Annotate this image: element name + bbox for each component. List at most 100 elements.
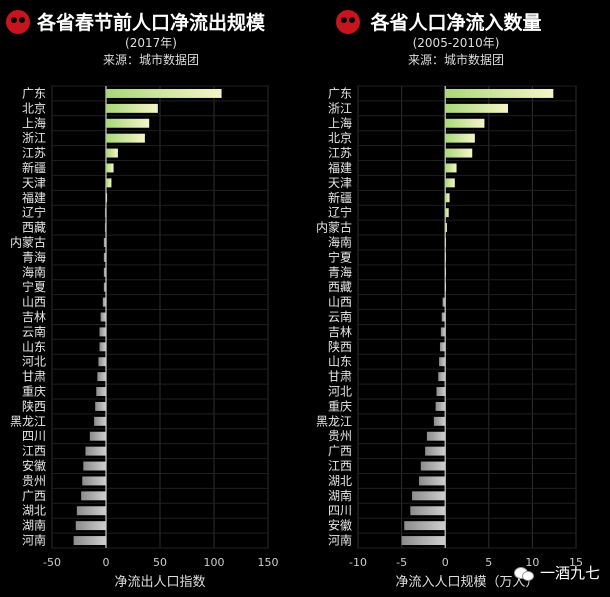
chart1-bar [104, 223, 106, 233]
chart1-bar [73, 536, 106, 546]
chart1-bar [81, 491, 106, 501]
chart2-category-label: 浙江 [328, 101, 352, 115]
chart1-category-label: 上海 [22, 115, 46, 130]
chart2-bar [445, 163, 457, 173]
chart2-bar [445, 282, 446, 292]
chart2-category-label: 河南 [328, 533, 352, 548]
chart2-x-tick-label: 5 [485, 556, 492, 569]
chart2-category-label: 福建 [328, 160, 352, 175]
chart2-bar [445, 118, 485, 128]
chart1-bar [104, 208, 106, 218]
chart1-category-label: 重庆 [22, 385, 46, 399]
chart1-x-axis-label: 净流出人口指数 [114, 575, 205, 590]
chart2-bar [439, 342, 446, 352]
chart2-bar [445, 252, 446, 262]
chart2-category-label: 陕西 [328, 339, 352, 354]
chart2-logo-eye-right [349, 17, 355, 23]
chart2-category-label: 天津 [328, 176, 352, 190]
chart1-bar [83, 461, 106, 471]
chart1-bar [106, 193, 108, 203]
chart1-category-label: 四川 [22, 429, 46, 443]
chart1-bar [106, 178, 112, 188]
chart1-category-label: 新疆 [22, 160, 46, 175]
chart1-logo-eye-left [11, 17, 17, 23]
chart1-category-label: 辽宁 [22, 205, 46, 220]
chart1-source: 来源：城市数据团 [103, 52, 199, 67]
chart1-category-label: 河南 [22, 533, 46, 548]
chart2-bar [441, 312, 446, 322]
watermark: 一酒九七 [513, 562, 600, 583]
chart2-bar [442, 297, 446, 307]
chart2-x-tick-label: 0 [442, 556, 449, 569]
chart2-bar [404, 521, 446, 531]
chart1-bar [106, 163, 114, 173]
chart1-category-label: 吉林 [22, 310, 46, 324]
chart2-category-label: 重庆 [328, 399, 352, 413]
chart2-bar [440, 327, 446, 337]
chart1-category-label: 江苏 [22, 146, 46, 160]
chart1-category-label: 安徽 [22, 458, 46, 473]
chart1-category-label: 内蒙古 [10, 234, 46, 249]
chart2-subtitle: (2005-2010年) [413, 36, 500, 50]
chart2-logo-icon [336, 10, 360, 34]
chart1-bar [99, 342, 106, 352]
chart1-bar [85, 446, 106, 456]
chart2-category-label: 四川 [328, 504, 352, 518]
chart2-category-label: 江苏 [328, 146, 352, 160]
chart2-bar [401, 536, 446, 546]
chart2-bar [426, 431, 446, 441]
chart2-bar [410, 506, 446, 516]
chart1-category-label: 青海 [22, 249, 46, 264]
chart2-category-label: 河北 [328, 385, 352, 399]
chart2-bar [445, 223, 447, 233]
chart1-category-label: 陕西 [22, 398, 46, 413]
chart1-category-label: 广西 [22, 489, 46, 503]
chart2-category-label: 湖北 [328, 473, 352, 488]
chart1-x-tick-label: 150 [258, 556, 279, 569]
chart1-bar [103, 267, 106, 277]
chart1-category-label: 西藏 [22, 221, 46, 235]
chart2-bar [433, 416, 446, 426]
chart2-bar [438, 372, 446, 382]
chart2-category-label: 宁夏 [328, 249, 352, 264]
chart2-category-label: 广西 [328, 444, 352, 458]
chart1-bar [103, 252, 106, 262]
chart1-logo-icon [6, 10, 30, 34]
chart1-bar [103, 282, 106, 292]
chart2-category-label: 云南 [328, 309, 352, 324]
chart1-category-label: 山东 [22, 340, 46, 354]
chart1-x-tick-label: 50 [153, 556, 167, 569]
chart2-bar [445, 88, 554, 98]
chart2-category-label: 青海 [328, 264, 352, 279]
chart1-category-label: 河北 [22, 355, 46, 369]
chart2-category-label: 安徽 [328, 518, 352, 533]
chart2-bar [436, 387, 446, 396]
chart1-bar [98, 357, 106, 367]
chart2-category-label: 新疆 [328, 190, 352, 205]
chart2-source: 来源：城市数据团 [408, 52, 504, 67]
chart1-bar [106, 118, 150, 128]
chart1-category-label: 江西 [22, 444, 46, 458]
chart2-category-label: 山西 [328, 295, 352, 309]
chart1-x-tick-label: 0 [103, 556, 110, 569]
chart2-category-label: 广东 [328, 86, 352, 100]
chart2-bar [445, 148, 473, 158]
watermark-text: 一酒九七 [539, 564, 600, 582]
chart2-category-label: 江西 [328, 459, 352, 473]
chart1-category-label: 宁夏 [22, 279, 46, 294]
chart1-x-tick-label: 100 [204, 556, 225, 569]
chart1-bar [89, 431, 106, 441]
chart2-bar [425, 446, 446, 456]
chart1-category-label: 北京 [22, 101, 46, 115]
chart2-logo-eye-left [341, 17, 347, 23]
chart1-subtitle: (2017年) [125, 36, 177, 50]
chart1-category-label: 天津 [22, 176, 46, 190]
chart2-category-label: 黑龙江 [316, 414, 352, 428]
chart2-category-label: 湖南 [328, 488, 352, 503]
chart1-bar [106, 103, 158, 113]
chart2-bar [445, 103, 508, 113]
chart2-category-label: 内蒙古 [316, 220, 352, 235]
wechat-icon [513, 565, 534, 581]
chart1-bar [100, 312, 106, 322]
